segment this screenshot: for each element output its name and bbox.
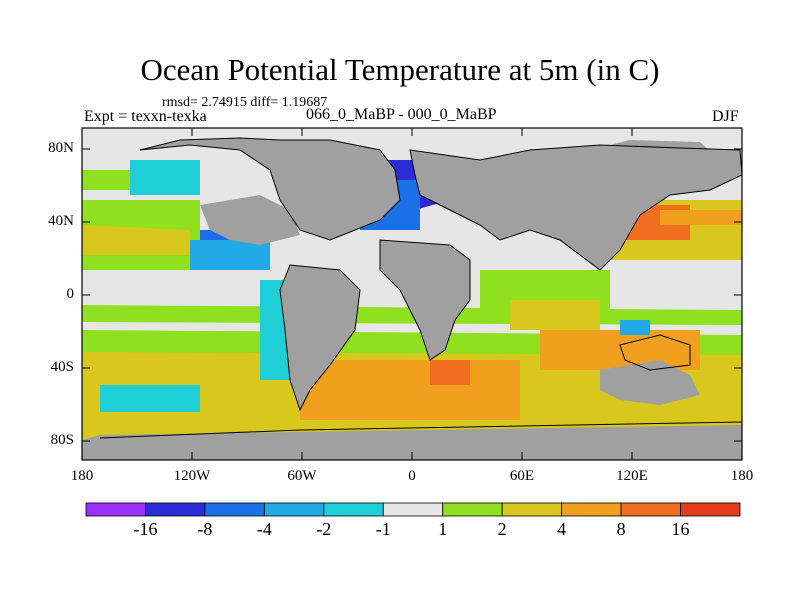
y-tick-label: 40S bbox=[50, 359, 74, 375]
y-tick-label: 80S bbox=[50, 432, 74, 448]
colorbar-swatch bbox=[501, 502, 563, 517]
map-field bbox=[82, 128, 743, 460]
x-tick-label: 60W bbox=[287, 468, 317, 484]
colorbar-swatch bbox=[561, 502, 622, 517]
x-tick-label: 60E bbox=[509, 468, 535, 484]
colorbar bbox=[85, 502, 741, 517]
stats-label: rmsd= 2.74915 diff= 1.19687 bbox=[162, 95, 328, 110]
colorbar-label: 4 bbox=[557, 519, 567, 539]
colorbar-swatch bbox=[263, 502, 325, 517]
x-tick-label: 0 bbox=[408, 468, 416, 484]
colorbar-swatch bbox=[620, 502, 681, 517]
x-tick-label: 120E bbox=[616, 468, 648, 484]
y-tick-label: 0 bbox=[66, 286, 75, 302]
x-tick-label: 180 bbox=[70, 468, 94, 484]
colorbar-swatch bbox=[323, 502, 384, 517]
period-label: 066_0_MaBP - 000_0_MaBP bbox=[306, 106, 497, 123]
y-tick-label: 80N bbox=[48, 140, 74, 156]
colorbar-swatch bbox=[382, 502, 444, 517]
colorbar-swatch bbox=[680, 502, 741, 517]
colorbar-swatch bbox=[204, 502, 265, 517]
colorbar-label: -2 bbox=[316, 519, 332, 539]
colorbar-swatch bbox=[145, 502, 206, 517]
plot-title: Ocean Potential Temperature at 5m (in C) bbox=[140, 52, 660, 87]
colorbar-label: 1 bbox=[438, 519, 448, 539]
colorbar-label: 2 bbox=[497, 519, 507, 539]
colorbar-label: 8 bbox=[616, 519, 626, 539]
colorbar-label: -4 bbox=[256, 519, 272, 539]
colorbar-swatch bbox=[442, 502, 503, 517]
colorbar-label: -16 bbox=[133, 519, 158, 539]
colorbar-label: -1 bbox=[375, 519, 391, 539]
y-tick-label: 40N bbox=[48, 213, 74, 229]
y-tick-marks bbox=[82, 148, 742, 442]
x-tick-marks bbox=[81, 128, 743, 460]
season-label: DJF bbox=[712, 108, 739, 125]
experiment-label: Expt = texxn-texka bbox=[84, 108, 207, 125]
x-tick-label: 120W bbox=[173, 468, 211, 484]
colorbar-label: 16 bbox=[671, 519, 690, 539]
colorbar-label: -8 bbox=[197, 519, 213, 539]
x-tick-label: 180 bbox=[730, 468, 754, 484]
colorbar-swatch bbox=[85, 502, 146, 517]
